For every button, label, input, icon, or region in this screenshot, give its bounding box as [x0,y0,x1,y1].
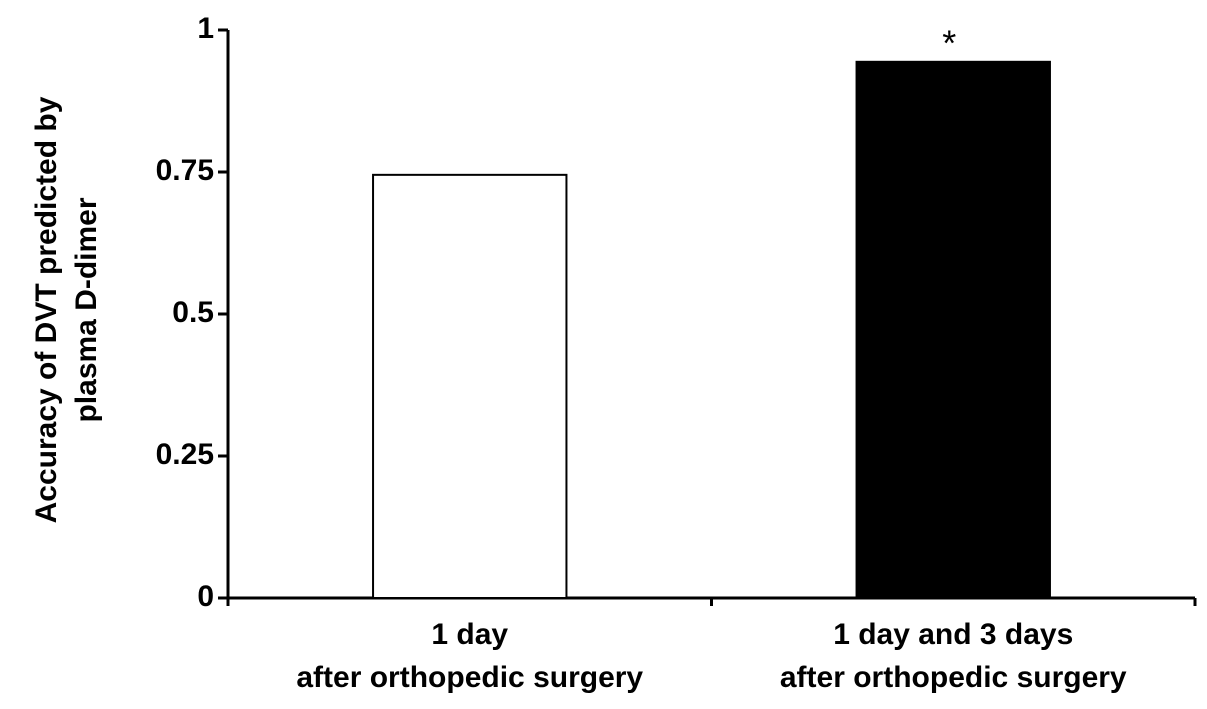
y-tick-label: 0 [197,580,214,613]
y-tick-label: 0.75 [156,154,214,187]
y-axis-label-line: Accuracy of DVT predicted by [30,96,63,523]
significance-marker: * [942,22,956,63]
y-axis-label: Accuracy of DVT predicted by plasma D-dim… [30,96,103,523]
y-tick-label: 0.25 [156,438,214,471]
x-tick-label: after orthopedic surgery [296,661,643,694]
y-tick-label: 1 [197,12,214,45]
bar [372,173,568,599]
x-tick-label: 1 day [431,618,508,651]
y-axis-label-line: plasma D-dimer [70,197,103,422]
y-tick-label: 0.5 [172,296,214,329]
x-tick-label: after orthopedic surgery [780,661,1127,694]
x-tick-label: 1 day and 3 days [833,618,1073,651]
bar [855,60,1051,600]
